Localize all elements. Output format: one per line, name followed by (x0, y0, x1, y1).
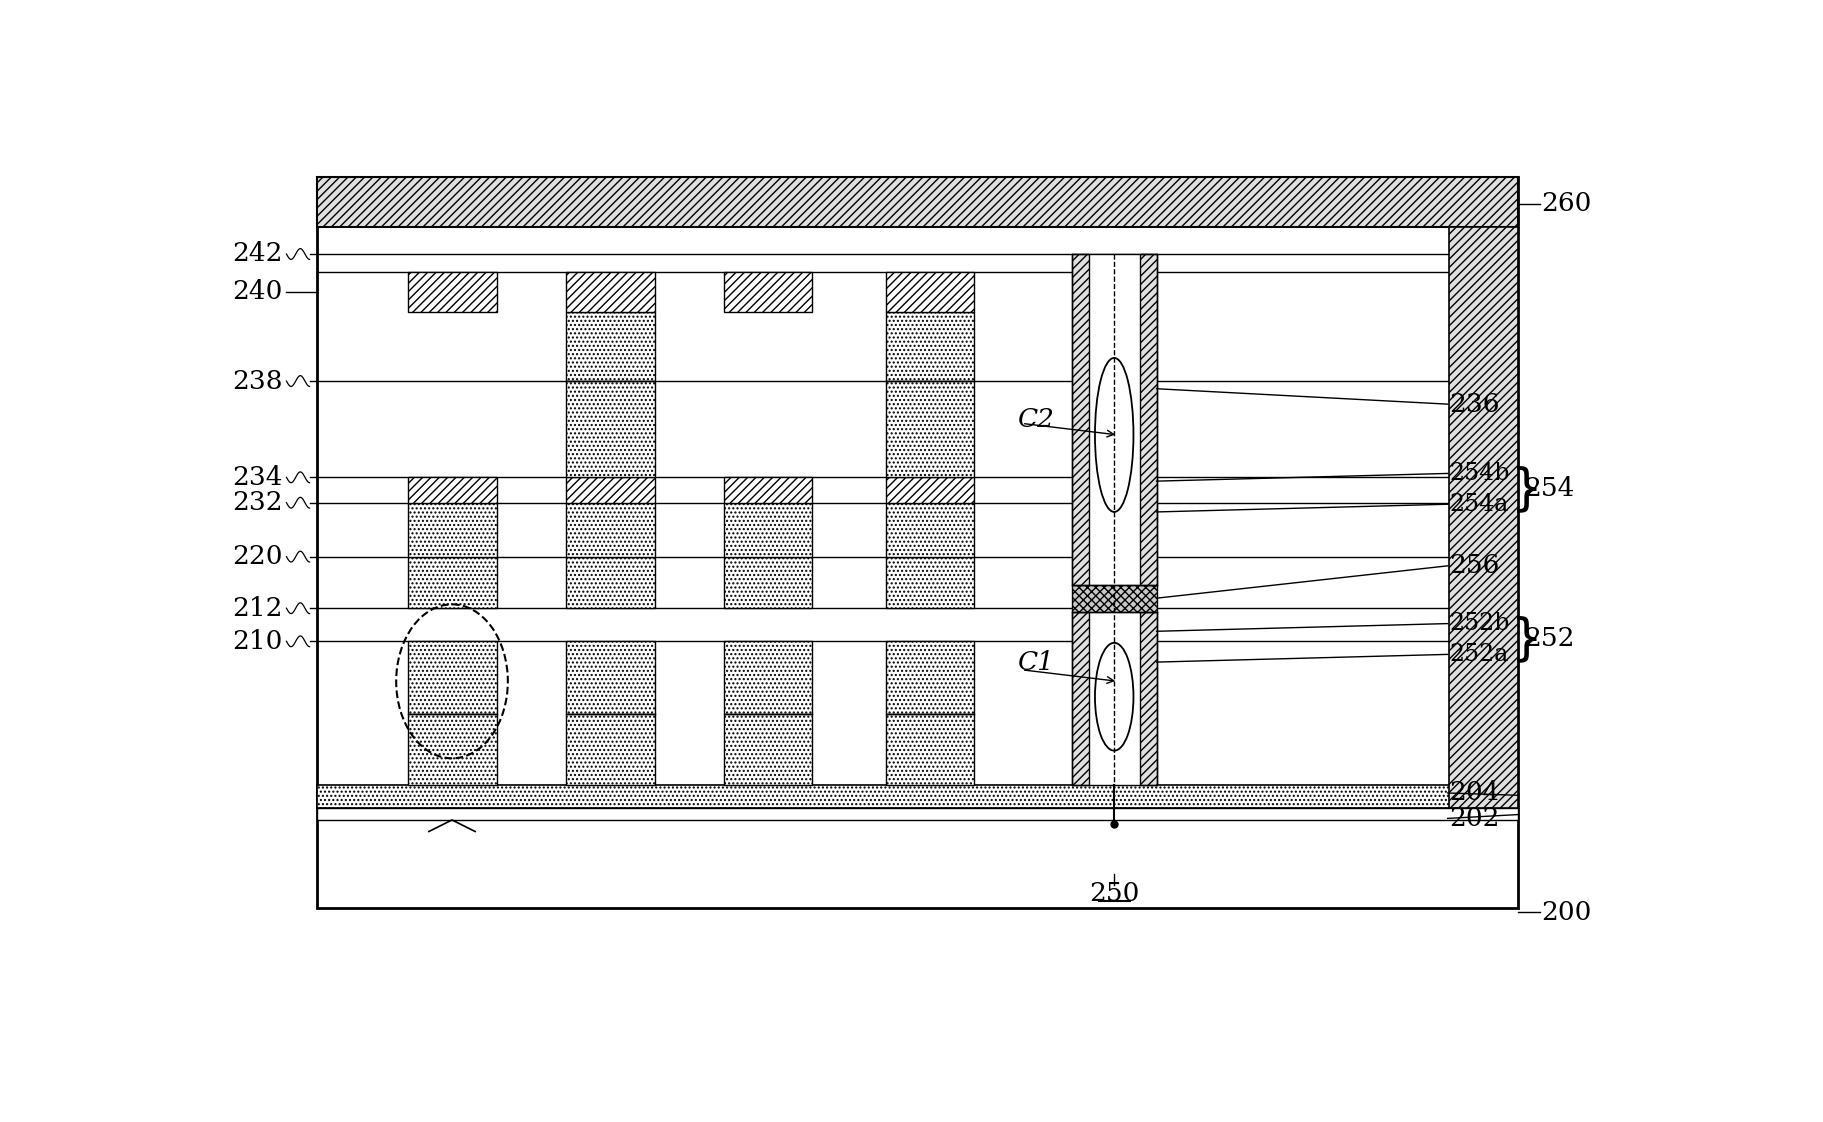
Text: 252: 252 (1524, 626, 1575, 652)
Bar (724, 557, 811, 608)
Text: 234: 234 (232, 465, 283, 490)
Text: 242: 242 (232, 241, 283, 267)
Bar (1139, 611, 1156, 785)
Bar (884, 503, 973, 557)
Text: 254: 254 (1524, 477, 1573, 502)
Bar (1447, 227, 1517, 808)
Text: 232: 232 (232, 490, 283, 515)
Bar (1072, 585, 1156, 611)
Bar (565, 381, 654, 477)
Bar (1088, 611, 1139, 785)
Text: }: } (1509, 615, 1542, 663)
Bar (565, 714, 654, 785)
Bar (1139, 254, 1156, 585)
Text: 250: 250 (1088, 881, 1139, 905)
Bar (724, 503, 811, 557)
Text: C1: C1 (1017, 650, 1054, 674)
Text: 240: 240 (232, 279, 283, 304)
Bar (408, 477, 496, 503)
Bar (408, 272, 496, 312)
Text: 204: 204 (1447, 781, 1499, 806)
Bar (884, 312, 973, 381)
Bar (317, 808, 1517, 820)
Text: 256: 256 (1447, 553, 1499, 578)
Bar (884, 714, 973, 785)
Bar (408, 503, 496, 557)
Text: 220: 220 (232, 544, 283, 569)
Bar (1088, 254, 1139, 585)
Bar (884, 477, 973, 503)
Bar (884, 381, 973, 477)
Text: 202: 202 (1447, 806, 1499, 831)
Bar (565, 312, 654, 381)
Text: 212: 212 (232, 596, 283, 620)
Text: 238: 238 (232, 368, 283, 394)
Bar (565, 477, 654, 503)
Text: 252b: 252b (1447, 613, 1509, 635)
Bar (1072, 254, 1088, 585)
Text: 236: 236 (1447, 392, 1499, 416)
Bar (565, 642, 654, 714)
Bar (724, 642, 811, 714)
Text: C2: C2 (1017, 407, 1054, 432)
Bar (317, 785, 1517, 808)
Text: 260: 260 (1540, 192, 1591, 217)
Bar (884, 557, 973, 608)
Text: 254a: 254a (1447, 493, 1508, 516)
Bar (1072, 611, 1088, 785)
Text: 200: 200 (1540, 900, 1591, 925)
Text: 254b: 254b (1447, 462, 1509, 485)
Bar (724, 272, 811, 312)
Bar (408, 714, 496, 785)
Bar (565, 557, 654, 608)
Bar (884, 272, 973, 312)
Text: }: } (1509, 465, 1542, 513)
Text: 210: 210 (232, 628, 283, 654)
Bar (565, 503, 654, 557)
Bar (565, 272, 654, 312)
Bar (724, 714, 811, 785)
Bar (724, 477, 811, 503)
Bar (408, 642, 496, 714)
Bar (884, 642, 973, 714)
Bar (408, 557, 496, 608)
Bar (317, 177, 1517, 909)
Text: 252a: 252a (1447, 643, 1508, 665)
Bar (317, 177, 1517, 227)
